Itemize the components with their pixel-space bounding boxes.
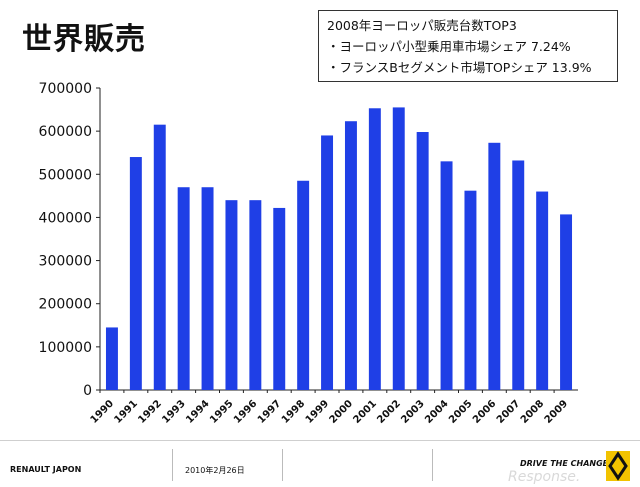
footer: RENAULT JAPON 2010年2月26日 Response. DRIVE… [0,440,640,487]
x-tick-labels: 1990199119921993199419951996199719981999… [89,398,571,425]
y-tick-label: 300000 [39,254,92,270]
bar [440,161,453,390]
x-tick-label: 1994 [184,398,211,425]
y-tick-label: 500000 [39,167,92,183]
x-tick-label: 1992 [136,398,163,425]
footer-divider [172,449,173,481]
x-tick-label: 2001 [352,398,379,425]
bar [368,108,381,390]
footer-divider [282,449,283,481]
x-tick-label: 1996 [232,398,259,425]
x-tick-label: 2000 [328,398,355,425]
bar [488,142,501,390]
sales-bar-chart: 0 100000 200000 300000 400000 500000 600000 700… [39,81,578,426]
x-tick-label: 2002 [375,398,402,425]
bar [153,124,166,391]
bar [512,160,525,390]
bar [177,187,190,390]
x-tick-label: 2008 [519,398,546,425]
bar [536,191,549,390]
x-tick-label: 1995 [208,398,235,425]
info-line-b-segment-share: ・フランスBセグメント市場TOPシェア 13.9% [327,60,592,75]
bars [105,107,573,391]
footer-divider [432,449,433,481]
info-box: 2008年ヨーロッパ販売台数TOP3 ・ヨーロッパ小型乗用車市場シェア 7.24… [318,10,618,82]
renault-logo-icon [606,451,630,481]
info-line-heading: 2008年ヨーロッパ販売台数TOP3 [327,18,517,33]
y-tick-label: 700000 [39,81,92,97]
x-tick-label: 1991 [113,398,140,425]
page-title: 世界販売 [22,22,146,57]
x-tick-label: 2006 [471,398,498,425]
y-tick-label: 0 [83,383,92,399]
x-tick-label: 2004 [423,398,450,425]
x-axis [99,389,578,393]
x-tick-label: 1999 [304,398,331,425]
bar [560,214,573,390]
y-tick-label: 200000 [39,297,92,313]
footer-slogan: DRIVE THE CHANGE [520,459,609,468]
bar [249,200,262,390]
x-tick-label: 1990 [89,398,116,425]
x-tick-label: 2005 [447,398,474,425]
bar [344,121,357,390]
bar [392,107,405,391]
y-tick-label: 400000 [39,210,92,226]
company-name: RENAULT JAPON [10,465,82,474]
x-tick-label: 1993 [160,398,187,425]
watermark: Response. [508,469,581,485]
x-tick-label: 1997 [256,398,283,425]
x-tick-label: 2009 [543,398,570,425]
info-line-small-car-share: ・ヨーロッパ小型乗用車市場シェア 7.24% [327,39,571,54]
bar [297,180,310,390]
y-axis: 0 100000 200000 300000 400000 500000 600000 700… [39,81,101,399]
x-tick-label: 2007 [495,398,522,425]
bar [201,187,214,390]
bar [129,157,142,390]
y-tick-label: 600000 [39,124,92,140]
y-tick-label: 100000 [39,340,92,356]
bar [225,200,238,390]
x-tick-label: 1998 [280,398,307,425]
footer-date: 2010年2月26日 [185,466,245,475]
bar [273,207,286,390]
bar [321,135,334,390]
x-tick-label: 2003 [399,398,426,425]
bar [105,327,118,390]
bar [464,190,477,390]
bar [416,132,429,390]
